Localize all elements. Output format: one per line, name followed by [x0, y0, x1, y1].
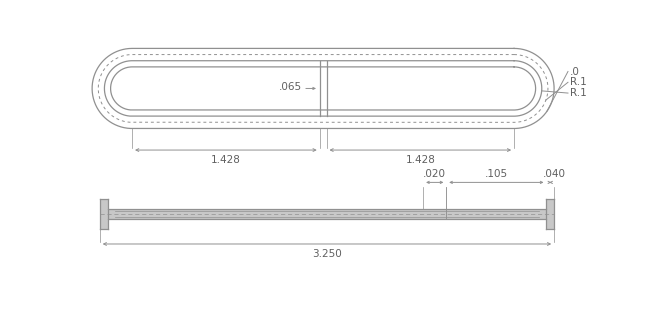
Text: .040: .040	[543, 169, 565, 179]
Bar	[546, 199, 554, 228]
Text: .020: .020	[423, 169, 446, 179]
Text: .0: .0	[570, 67, 580, 76]
Text: 1.428: 1.428	[405, 156, 435, 165]
Text: .105: .105	[485, 169, 508, 179]
Text: 1.428: 1.428	[211, 156, 241, 165]
Bar	[100, 199, 107, 228]
Text: 3.250: 3.250	[312, 249, 342, 259]
Text: R.1: R.1	[570, 77, 587, 87]
Bar	[107, 209, 546, 219]
Text: .065: .065	[279, 82, 302, 92]
Text: R.1: R.1	[570, 88, 587, 98]
